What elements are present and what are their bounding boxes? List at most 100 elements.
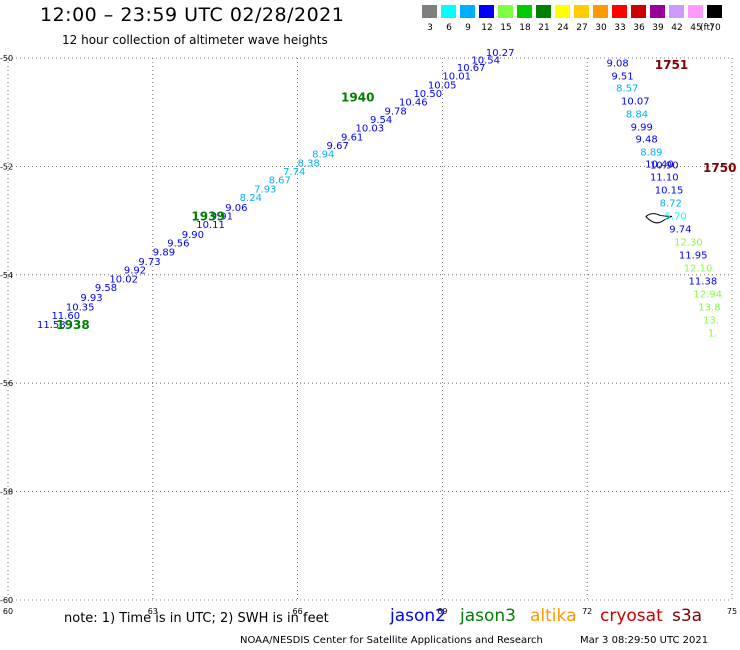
wave-height-value: 10.40 (645, 159, 674, 170)
scale-swatch (555, 5, 570, 18)
wave-height-value: 5.70 (664, 212, 686, 223)
wave-height-value: 12.94 (693, 290, 722, 301)
wave-height-value: 13.8 (698, 303, 720, 314)
scale-label: 3 (427, 23, 433, 33)
scale-swatch (422, 5, 437, 18)
wave-height-value: 10.15 (655, 186, 684, 197)
wave-height-value: 11.95 (679, 251, 708, 262)
satellite-label-s3a: s3a (672, 606, 703, 626)
wave-height-value: 10.02 (109, 274, 138, 285)
scale-swatch (498, 5, 513, 18)
wave-height-value: 10.35 (66, 303, 95, 314)
wave-height-value: 7.74 (283, 167, 305, 178)
wave-height-value: 9.67 (327, 141, 349, 152)
scale-swatch (688, 5, 703, 18)
y-tick-label: -52 (0, 162, 13, 171)
pass-time-label: 1938 (56, 318, 89, 332)
scale-swatch (631, 5, 646, 18)
wave-height-value: 8.67 (269, 176, 291, 187)
scale-label: 12 (481, 23, 493, 33)
scale-label: 9 (465, 23, 471, 33)
wave-height-value: 10.07 (621, 97, 650, 108)
timestamp-text: Mar 3 08:29:50 UTC 2021 (580, 635, 709, 646)
x-tick-label: 72 (582, 607, 592, 616)
wave-height-value: 10.90 (650, 161, 679, 172)
scale-unit-label: (ft) (700, 23, 714, 33)
wave-height-value: 9.91 (211, 212, 233, 223)
scale-swatch (574, 5, 589, 18)
satellite-label-jason2: jason2 (390, 606, 446, 626)
satellite-label-jason3: jason3 (460, 606, 516, 626)
scale-label: 6 (446, 23, 452, 33)
scale-swatch (669, 5, 684, 18)
wave-height-value: 9.99 (631, 123, 653, 134)
wave-height-value: 8.89 (640, 148, 662, 159)
wave-height-value: 9.56 (167, 239, 189, 250)
wave-height-value: 8.57 (616, 84, 638, 95)
wave-height-value: 9.08 (607, 59, 629, 70)
wave-height-value: 10.27 (486, 48, 515, 59)
wave-height-value: 11.58 (37, 320, 66, 331)
scale-swatch (593, 5, 608, 18)
wave-height-value: 13. (703, 316, 719, 327)
wave-height-value: 9.58 (95, 283, 117, 294)
wave-height-value: 9.92 (124, 266, 146, 277)
wave-height-value: 8.94 (312, 150, 334, 161)
scale-label: 36 (633, 23, 645, 33)
wave-height-value: 10.54 (471, 55, 500, 66)
pass-time-label: 1939 (191, 210, 224, 224)
wave-height-value: 10.67 (457, 63, 486, 74)
wave-height-value: 9.73 (138, 257, 160, 268)
scale-swatch (441, 5, 456, 18)
pass-time-label: 1940 (341, 90, 374, 104)
scale-label: 30 (595, 23, 607, 33)
wave-height-value: 11.10 (650, 172, 679, 183)
scale-swatch (707, 5, 722, 18)
pass-time-label: 1751 (655, 58, 688, 72)
wave-height-value: 9.93 (80, 293, 102, 304)
wave-height-value: 9.51 (611, 72, 633, 83)
wave-height-value: 10.01 (442, 72, 471, 83)
wave-height-value: 10.50 (413, 89, 442, 100)
wave-height-value: 9.90 (182, 230, 204, 241)
scale-label: 27 (576, 23, 588, 33)
satellite-label-altika: altika (530, 606, 577, 626)
island-outline (645, 213, 673, 224)
scale-label: 18 (519, 23, 531, 33)
wave-height-value: 7.93 (254, 184, 276, 195)
x-tick-label: 66 (293, 607, 303, 616)
scale-swatch (650, 5, 665, 18)
wave-height-value: 11.60 (51, 311, 80, 322)
satellite-label-cryosat: cryosat (600, 606, 663, 626)
wave-height-value: 1. (708, 329, 718, 340)
wave-height-value: 8.24 (240, 193, 262, 204)
y-tick-label: -54 (0, 271, 13, 280)
wave-height-value: 10.03 (356, 124, 385, 135)
chart-title: 12:00 – 23:59 UTC 02/28/2021 (40, 4, 345, 26)
wave-height-value: 8.72 (660, 199, 682, 210)
wave-height-value: 9.48 (635, 135, 657, 146)
scale-label: 42 (671, 23, 683, 33)
y-tick-label: -56 (0, 379, 13, 388)
y-tick-label: -58 (0, 488, 13, 497)
scale-label: 15 (500, 23, 512, 33)
wave-height-value: 10.11 (196, 220, 225, 231)
note-text: note: 1) Time is in UTC; 2) SWH is in fe… (64, 611, 329, 626)
wave-height-value: 8.84 (626, 110, 648, 121)
x-tick-label: 69 (437, 607, 447, 616)
scale-swatch (536, 5, 551, 18)
wave-height-value: 9.61 (341, 132, 363, 143)
wave-height-value: 8.38 (298, 158, 320, 169)
scale-swatch (460, 5, 475, 18)
x-tick-label: 60 (3, 607, 13, 616)
scale-label: 39 (652, 23, 664, 33)
scale-label: 21 (538, 23, 550, 33)
wave-height-value: 9.54 (370, 115, 392, 126)
scale-label: 45 (690, 23, 702, 33)
wave-height-value: 9.74 (669, 225, 691, 236)
wave-height-value: 9.06 (225, 203, 247, 214)
chart-subtitle: 12 hour collection of altimeter wave hei… (62, 33, 328, 47)
wave-height-value: 12.30 (674, 238, 703, 249)
wave-height-value: 12.10 (684, 264, 713, 275)
